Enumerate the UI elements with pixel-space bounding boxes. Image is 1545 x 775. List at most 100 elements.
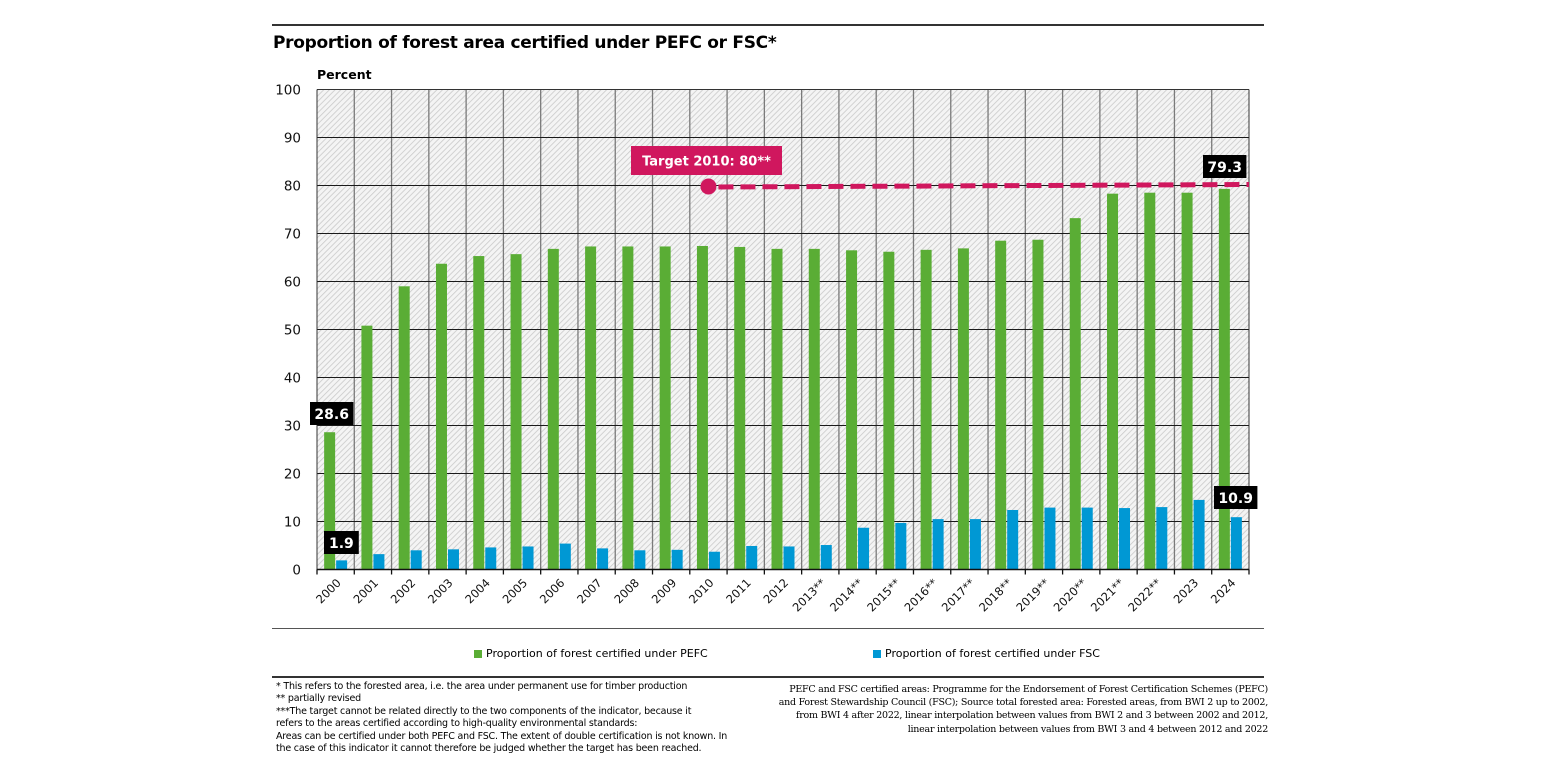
bar-pefc <box>846 250 858 570</box>
y-tick-label: 10 <box>284 515 301 531</box>
target-label-box <box>631 146 782 175</box>
bar-pefc <box>1069 218 1081 570</box>
y-tick-label: 100 <box>275 83 301 99</box>
y-tick-label: 30 <box>284 419 301 435</box>
bar-fsc <box>447 549 459 570</box>
bar-fsc <box>485 547 497 570</box>
x-tick-label: 2004 <box>462 576 493 607</box>
x-tick-label: 2019** <box>1013 576 1052 615</box>
y-tick-label: 90 <box>284 131 301 147</box>
bar-pefc <box>1032 239 1044 570</box>
x-tick-label: 2023 <box>1171 576 1202 607</box>
bar-pefc <box>659 246 671 570</box>
legend-swatch-pefc <box>474 649 482 658</box>
x-tick-label: 2017** <box>939 576 978 615</box>
bar-fsc <box>932 519 944 570</box>
y-tick-label: 50 <box>284 323 301 339</box>
bar-pefc <box>622 246 634 570</box>
source-line: PEFC and FSC certified areas: Programme … <box>789 684 1268 695</box>
x-tick-label: 2016** <box>902 576 941 615</box>
bar-fsc <box>410 550 422 570</box>
y-tick-label: 60 <box>284 275 301 291</box>
bar-pefc <box>435 263 447 570</box>
bar-fsc <box>820 545 832 570</box>
footnote-line: ** partially revised <box>276 693 362 705</box>
bar-fsc <box>373 554 385 570</box>
bar-pefc <box>585 246 597 570</box>
bar-fsc <box>634 550 646 570</box>
source-line: linear interpolation between values from… <box>907 723 1269 735</box>
legend-rule <box>272 628 1264 629</box>
x-tick-label: 2021** <box>1088 576 1127 615</box>
x-tick-label: 2007 <box>574 576 605 607</box>
y-axis-label: Percent <box>317 67 372 82</box>
data-label-box <box>1214 486 1258 509</box>
bar-fsc <box>746 545 758 570</box>
x-tick-label: 2002 <box>388 576 419 607</box>
footnote-rule <box>272 676 1264 678</box>
x-tick-label: 2009 <box>649 576 680 607</box>
source-note: PEFC and FSC certified areas: Programme … <box>778 683 1269 736</box>
x-tick-label: 2001 <box>350 576 381 607</box>
footnote-line: the case of this indicator it cannot the… <box>276 743 702 755</box>
target-label: Target 2010: 80** <box>642 155 771 170</box>
x-tick-label: 2020** <box>1051 576 1090 615</box>
bar-fsc <box>969 519 981 570</box>
bar-fsc <box>783 546 795 570</box>
legend-item-pefc: Proportion of forest certified under PEF… <box>474 647 708 660</box>
bar-pefc <box>510 254 522 570</box>
x-tick-label: 2015** <box>864 576 903 615</box>
data-label-box <box>324 531 359 554</box>
bar-fsc <box>597 548 609 570</box>
footnote-line: Areas can be certified under both PEFC a… <box>276 730 728 742</box>
x-tick-label: 2012 <box>761 576 792 607</box>
bar-pefc <box>696 245 708 570</box>
bar-pefc <box>995 240 1007 570</box>
data-label: 79.3 <box>1207 160 1242 176</box>
bar-fsc <box>1119 508 1131 570</box>
bar-pefc <box>808 248 820 570</box>
bar-fsc <box>1193 499 1205 570</box>
x-tick-label: 2003 <box>425 576 456 607</box>
top-rule <box>272 24 1264 26</box>
source-line: from BWI 4 after 2022, linear interpolat… <box>795 710 1268 722</box>
bar-fsc <box>559 543 571 570</box>
legend-item-fsc: Proportion of forest certified under FSC <box>873 647 1100 660</box>
x-tick-label: 2006 <box>537 576 568 607</box>
bar-fsc <box>522 546 534 570</box>
y-tick-label: 80 <box>284 179 301 195</box>
bar-pefc <box>398 286 410 570</box>
target-marker <box>700 178 717 195</box>
footnote-line: * This refers to the forested area, i.e.… <box>276 681 688 692</box>
y-tick-label: 20 <box>284 467 301 483</box>
x-tick-label: 2022** <box>1125 576 1164 615</box>
legend-label-pefc: Proportion of forest certified under PEF… <box>486 647 708 660</box>
bar-fsc <box>336 560 348 570</box>
legend-label-fsc: Proportion of forest certified under FSC <box>885 647 1100 660</box>
bar-fsc <box>1007 509 1019 570</box>
x-tick-label: 2008 <box>611 576 642 607</box>
y-tick-label: 40 <box>284 371 301 387</box>
bar-pefc <box>361 325 373 570</box>
footnote-line: refers to the areas certified according … <box>276 718 638 730</box>
bar-fsc <box>708 551 720 570</box>
data-label: 28.6 <box>314 407 349 423</box>
data-label-box <box>1203 155 1247 178</box>
bar-pefc <box>324 432 336 570</box>
bar-pefc <box>1144 192 1156 570</box>
bar-pefc <box>771 248 783 570</box>
target-dashed-line <box>718 182 1250 190</box>
x-tick-label: 2024 <box>1208 576 1239 607</box>
x-tick-label: 2018** <box>976 576 1015 615</box>
x-tick-label: 2005 <box>500 576 531 607</box>
footnotes-left: * This refers to the forested area, i.e.… <box>276 681 746 755</box>
x-tick-label: 2013** <box>790 576 829 615</box>
bar-pefc <box>547 248 559 570</box>
source-line: and Forest Stewardship Council (FSC); So… <box>778 697 1269 709</box>
bar-fsc <box>1044 507 1056 570</box>
legend-swatch-fsc <box>873 649 881 658</box>
y-tick-label: 0 <box>292 563 301 579</box>
x-tick-label: 2011 <box>723 576 754 607</box>
